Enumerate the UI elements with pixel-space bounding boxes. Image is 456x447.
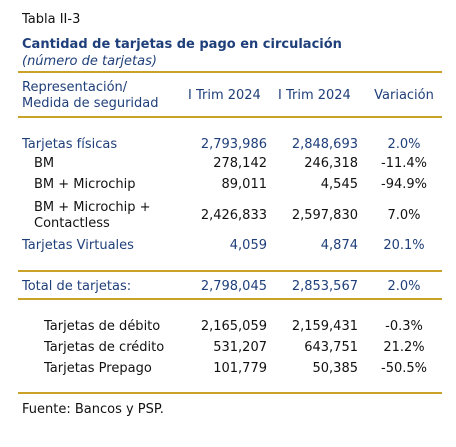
cell-value: 89,011 bbox=[221, 177, 268, 192]
table-label: Tabla II-3 bbox=[22, 12, 81, 27]
row-label: Tarjetas Virtuales bbox=[22, 238, 134, 253]
cell-value: 2.0% bbox=[387, 137, 421, 152]
cell-value: 7.0% bbox=[387, 208, 421, 223]
rule bbox=[18, 116, 442, 118]
cell-value: -94.9% bbox=[381, 177, 427, 192]
cell-value: 2,798,045 bbox=[200, 279, 267, 294]
rule bbox=[18, 270, 442, 272]
row-label: Contactless bbox=[34, 216, 110, 231]
cell-value: 20.1% bbox=[383, 238, 425, 253]
cell-value: 531,207 bbox=[213, 340, 267, 355]
cell-value: -50.5% bbox=[381, 361, 427, 376]
source-note: Fuente: Bancos y PSP. bbox=[22, 402, 164, 417]
cell-value: -11.4% bbox=[381, 156, 427, 171]
cell-value: 2,853,567 bbox=[291, 279, 358, 294]
cell-value: 2,793,986 bbox=[200, 137, 267, 152]
cell-value: 246,318 bbox=[304, 156, 358, 171]
column-header: I Trim 2024 bbox=[278, 88, 351, 103]
rule bbox=[18, 392, 442, 394]
cell-value: 2,426,833 bbox=[200, 208, 267, 223]
column-header: Variación bbox=[374, 88, 434, 103]
cell-value: 643,751 bbox=[304, 340, 358, 355]
row-label: BM bbox=[34, 156, 55, 171]
cell-value: 2,597,830 bbox=[291, 208, 358, 223]
row-label: Tarjetas de crédito bbox=[44, 340, 165, 355]
cell-value: 4,874 bbox=[320, 238, 358, 253]
cell-value: 2,848,693 bbox=[291, 137, 358, 152]
column-header: Representación/ bbox=[22, 80, 128, 95]
cell-value: 2,165,059 bbox=[200, 319, 267, 334]
cell-value: 2.0% bbox=[387, 279, 421, 294]
row-label: BM + Microchip bbox=[34, 177, 136, 192]
column-header: Medida de seguridad bbox=[22, 96, 159, 111]
cell-value: 4,059 bbox=[229, 238, 267, 253]
row-label: Tarjetas de débito bbox=[44, 319, 161, 334]
row-label: BM + Microchip + bbox=[34, 200, 151, 215]
cell-value: 278,142 bbox=[213, 156, 267, 171]
cell-value: 21.2% bbox=[383, 340, 425, 355]
row-label: Total de tarjetas: bbox=[22, 279, 132, 294]
rule bbox=[18, 298, 442, 300]
table-subtitle: (número de tarjetas) bbox=[22, 54, 157, 69]
cell-value: 50,385 bbox=[312, 361, 359, 376]
cell-value: -0.3% bbox=[385, 319, 423, 334]
row-label: Tarjetas físicas bbox=[22, 137, 118, 152]
row-label: Tarjetas Prepago bbox=[44, 361, 152, 376]
rule bbox=[18, 71, 442, 73]
cell-value: 101,779 bbox=[213, 361, 267, 376]
table-title: Cantidad de tarjetas de pago en circulac… bbox=[22, 37, 342, 52]
column-header: I Trim 2024 bbox=[188, 88, 261, 103]
cell-value: 4,545 bbox=[320, 177, 358, 192]
cell-value: 2,159,431 bbox=[291, 319, 358, 334]
